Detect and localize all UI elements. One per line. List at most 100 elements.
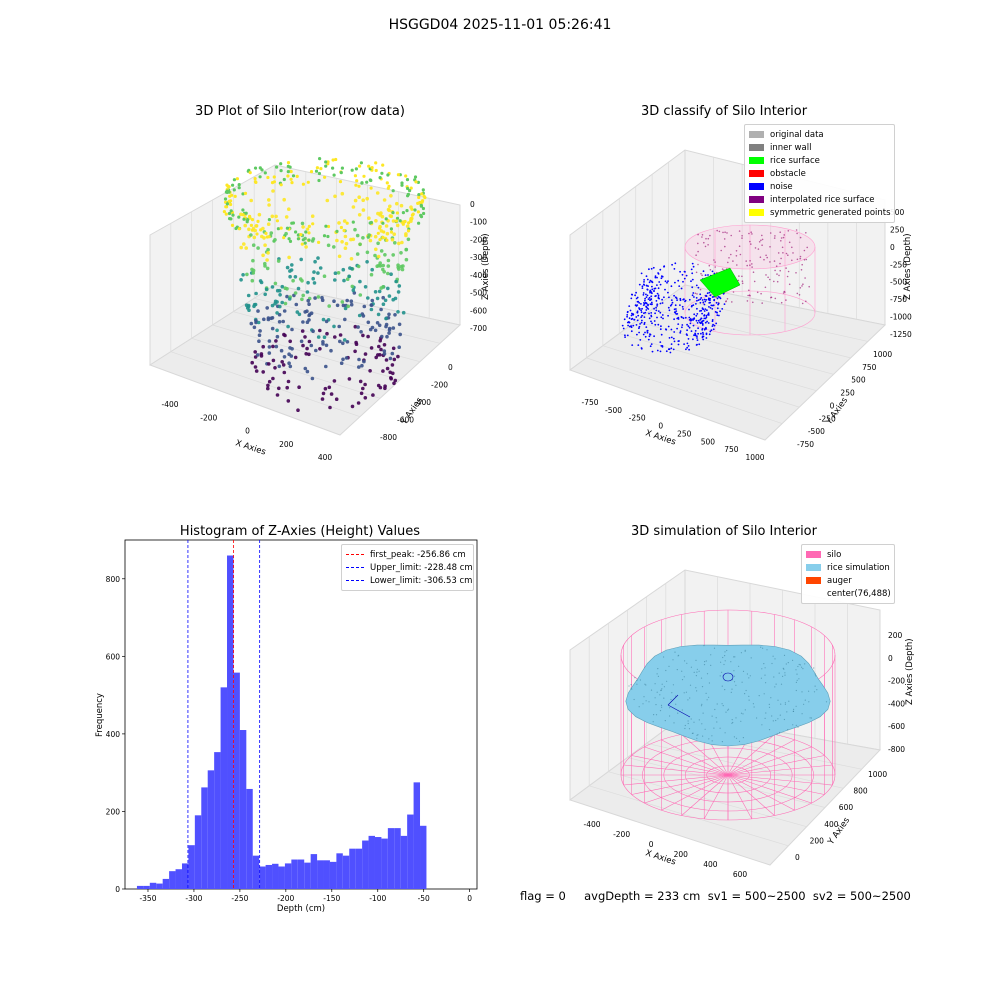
x-tick-label: 600 (733, 870, 748, 879)
noise-point (664, 280, 667, 283)
legend-item-inner-wall: inner wall (749, 141, 890, 154)
raw-data-point (338, 339, 342, 344)
raw-data-point (355, 252, 360, 256)
interpolated-point (732, 260, 734, 262)
raw-data-point (411, 212, 415, 216)
z-tick-label: 0 (890, 243, 895, 252)
raw-data-point (403, 219, 407, 224)
raw-data-point (358, 279, 362, 284)
raw-data-point (361, 236, 365, 240)
noise-point (705, 337, 708, 339)
interpolated-point (805, 300, 807, 303)
interpolated-point (696, 293, 698, 295)
interpolated-point (776, 280, 779, 283)
rice-mesh-point (664, 720, 666, 722)
raw-data-point (384, 217, 388, 221)
raw-data-point (366, 235, 370, 239)
noise-point (631, 293, 634, 296)
noise-point (710, 329, 713, 332)
noise-point (704, 321, 707, 324)
histogram-bar (323, 860, 330, 889)
grid-line (191, 337, 381, 399)
x-tick-label: 250 (677, 429, 692, 438)
grid-line (589, 785, 789, 847)
noise-point (696, 339, 699, 341)
raw-data-point (369, 272, 374, 277)
raw-data-point (376, 231, 380, 235)
noise-point (717, 303, 719, 306)
raw-data-point (366, 320, 371, 325)
noise-point (706, 292, 709, 295)
raw-data-point (397, 345, 402, 349)
raw-data-point (325, 331, 329, 336)
grid-line (254, 297, 441, 344)
interpolated-point (695, 271, 698, 274)
raw-data-point (323, 175, 327, 179)
raw-data-point (361, 314, 366, 318)
rice-mesh-point (780, 683, 783, 685)
noise-point (656, 292, 659, 295)
noise-point (667, 314, 669, 317)
noise-point (704, 274, 707, 276)
raw-data-point (300, 329, 305, 333)
raw-data-point (312, 270, 316, 274)
raw-data-point (320, 397, 325, 401)
rice-mesh-point (701, 703, 703, 705)
raw-data-point (362, 174, 366, 178)
raw-data-point (223, 197, 228, 201)
raw-data-point (329, 348, 333, 353)
interpolated-point (769, 261, 771, 263)
raw-data-point (387, 312, 391, 317)
rice-mesh-point (685, 691, 687, 693)
histogram-bar (400, 835, 408, 889)
noise-point (676, 327, 678, 330)
histogram-bar (420, 825, 427, 889)
raw-data-point (333, 278, 337, 282)
noise-point (650, 312, 653, 314)
rice-mesh-point (749, 675, 751, 677)
interpolated-point (751, 263, 753, 265)
noise-point (639, 323, 641, 325)
noise-point (659, 311, 662, 314)
raw-data-point (272, 175, 276, 179)
raw-data-point (382, 230, 386, 234)
noise-point (637, 344, 640, 346)
raw-data-point (356, 401, 361, 405)
raw-data-point (353, 349, 357, 354)
raw-data-point (289, 354, 294, 358)
noise-point (696, 337, 698, 339)
rice-mesh-point (745, 689, 747, 692)
noise-point (636, 296, 639, 299)
rice-mesh-point (733, 681, 736, 683)
rice-mesh-point (744, 693, 746, 695)
x-tick-label: 0 (649, 840, 654, 849)
raw-data-point (386, 271, 390, 276)
noise-point (718, 296, 721, 299)
noise-point (647, 338, 650, 341)
noise-point (626, 321, 629, 324)
raw-data-point (386, 258, 391, 263)
raw-data-point (366, 334, 370, 339)
z-tick-label: -250 (890, 260, 907, 269)
raw-data-point (408, 189, 412, 193)
interpolated-point (709, 234, 711, 237)
interpolated-point (803, 249, 806, 252)
noise-point (670, 303, 673, 306)
raw-data-point (280, 284, 285, 289)
noise-point (703, 303, 706, 306)
raw-data-point (422, 211, 426, 216)
raw-data-point (362, 359, 366, 364)
raw-data-point (417, 193, 421, 197)
raw-data-point (370, 166, 374, 170)
legend-item-upper-limit: Upper_limit: -228.48 cm (346, 561, 473, 574)
rice-mesh-point (744, 709, 746, 711)
raw-data-point (387, 294, 392, 298)
y-tick-label: 500 (851, 376, 866, 385)
rice-mesh-point (672, 684, 674, 686)
raw-data-point (253, 365, 258, 369)
raw-data-point (277, 364, 282, 369)
grid-line (170, 351, 361, 417)
raw-data-point (404, 247, 409, 252)
interpolated-point (746, 300, 749, 302)
raw-data-point (316, 335, 321, 339)
